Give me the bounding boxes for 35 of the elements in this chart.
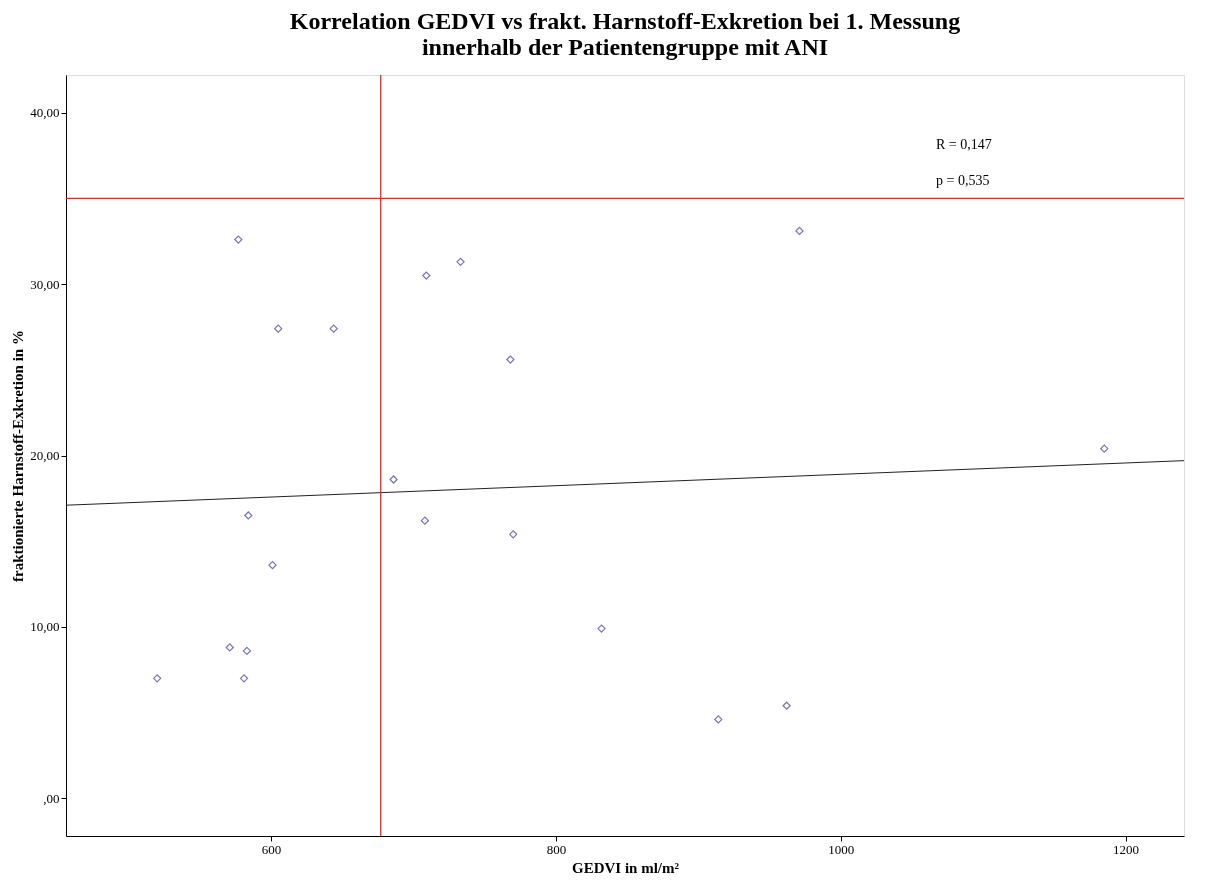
chart-subtitle: innerhalb der Patientengruppe mit ANI — [421, 34, 829, 61]
point — [782, 701, 791, 710]
point — [714, 715, 723, 724]
point — [274, 324, 283, 333]
point — [268, 561, 277, 570]
annotation: R = 0,147 — [936, 137, 992, 152]
y-tick-label: ,00 — [43, 790, 60, 806]
x-axis-title: GEDVI in ml/m² — [571, 859, 680, 876]
y-tick-label: 20,00 — [30, 448, 60, 463]
point — [795, 226, 804, 236]
point — [420, 516, 430, 525]
point — [242, 646, 252, 656]
point — [506, 355, 515, 364]
point — [234, 235, 243, 244]
x-tick-label: 1200 — [1113, 841, 1140, 857]
y-tick-label: 10,00 — [30, 619, 60, 635]
point — [239, 674, 249, 683]
point — [244, 511, 253, 520]
point — [1100, 444, 1109, 453]
point — [389, 475, 398, 484]
point — [329, 324, 338, 333]
y-axis-title: fraktionierte Harnstoff-Exkretion in % — [10, 330, 27, 582]
y-tick-label: 40,00 — [30, 105, 60, 121]
point — [509, 530, 518, 539]
y-tick-label: 30,00 — [30, 276, 60, 292]
x-tick-label: 600 — [261, 841, 282, 857]
x-tick-label: 1000 — [828, 841, 855, 857]
point — [422, 271, 431, 280]
point — [225, 643, 234, 652]
point — [456, 257, 465, 266]
x-tick-label: 800 — [546, 841, 567, 857]
point — [153, 674, 162, 683]
point — [597, 624, 606, 633]
chart-title: Korrelation GEDVI vs frakt. Harnstoff-Exkretion bei 1. Messung — [289, 8, 961, 35]
annotation: p = 0,535 — [936, 173, 990, 188]
